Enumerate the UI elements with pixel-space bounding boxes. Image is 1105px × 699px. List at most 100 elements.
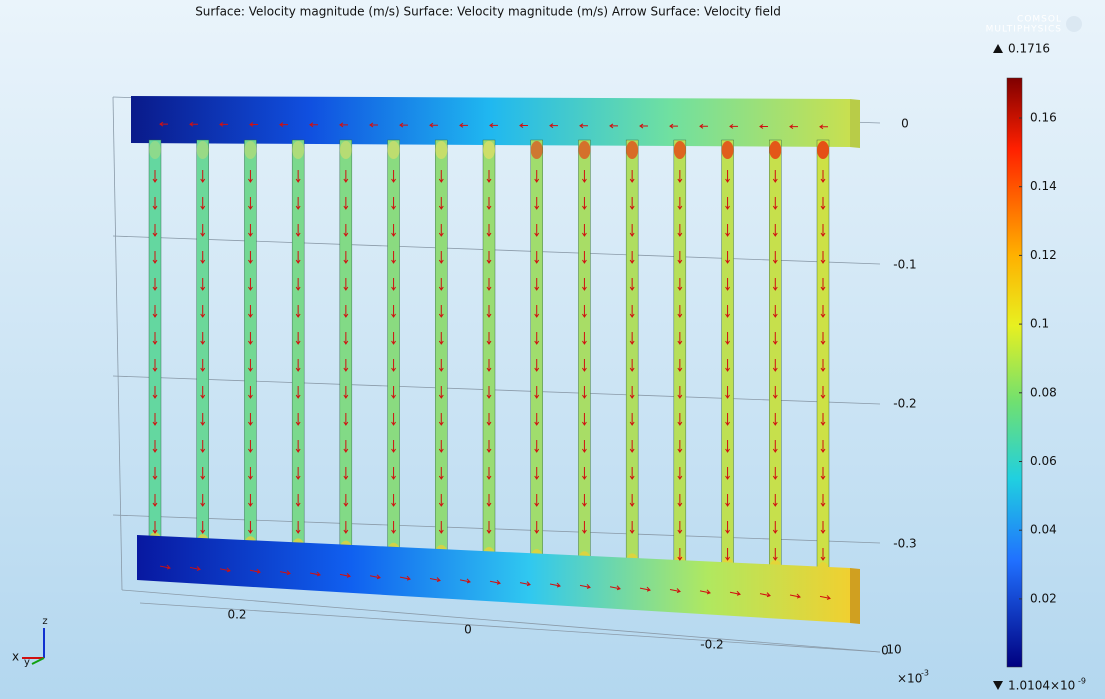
arrow: [677, 278, 683, 291]
arrow: [820, 359, 826, 372]
arrow: [582, 251, 587, 264]
arrow: [772, 413, 778, 426]
arrow: [629, 359, 635, 372]
arrow: [629, 224, 635, 237]
arrow: [582, 440, 587, 453]
arrow: [200, 305, 206, 318]
y-tick-label: 10: [886, 643, 901, 657]
arrow: [391, 305, 396, 318]
arrow: [725, 467, 730, 480]
pipe-inlet: [769, 141, 782, 159]
arrow: [629, 521, 635, 534]
arrow: [582, 224, 587, 237]
arrow: [369, 574, 381, 580]
arrow: [725, 548, 730, 561]
arrow: [629, 170, 635, 183]
arrow: [159, 564, 171, 570]
arrow: [438, 521, 444, 534]
arrow: [438, 332, 444, 345]
arrow: [295, 440, 301, 453]
arrow: [200, 170, 206, 183]
arrow: [279, 570, 291, 576]
z-tick-label: -0.1: [893, 258, 916, 272]
top-manifold: [131, 96, 850, 147]
arrow: [534, 197, 540, 210]
arrow: [729, 123, 738, 129]
arrow: [399, 122, 408, 128]
arrow: [534, 305, 540, 318]
arrow: [295, 494, 301, 507]
max-marker: [993, 44, 1003, 53]
arrow: [772, 305, 778, 318]
arrow: [343, 440, 349, 453]
axis-triad: [22, 628, 45, 665]
arrow: [820, 548, 826, 561]
x-tick-label: 0.2: [227, 608, 246, 622]
arrow: [725, 278, 730, 291]
arrow: [582, 278, 587, 291]
arrow: [391, 332, 396, 345]
arrow: [820, 494, 826, 507]
arrow: [438, 494, 444, 507]
arrow: [820, 413, 826, 426]
axis-scale: ×10: [897, 672, 922, 686]
arrow: [343, 413, 349, 426]
z-tick-label: 0: [901, 117, 909, 131]
arrow: [789, 124, 798, 130]
arrow: [789, 593, 801, 599]
arrow: [486, 197, 492, 210]
arrow: [438, 278, 444, 291]
arrow: [438, 467, 444, 480]
arrow: [189, 566, 201, 571]
arrow: [152, 413, 158, 426]
logo-text: COMSOL: [1017, 15, 1062, 25]
arrow: [725, 224, 730, 237]
arrow: [677, 494, 683, 507]
arrow: [248, 386, 253, 399]
arrow: [391, 251, 396, 264]
arrow: [486, 359, 492, 372]
arrow: [772, 494, 778, 507]
arrow: [486, 494, 492, 507]
arrow: [489, 123, 498, 128]
arrow: [725, 332, 730, 345]
arrow: [677, 548, 683, 561]
arrow: [248, 197, 253, 210]
arrow: [534, 359, 540, 372]
arrow: [459, 578, 471, 584]
arrow: [343, 332, 349, 345]
arrow: [343, 224, 349, 237]
velocity-arrows: [152, 121, 831, 600]
arrow: [200, 440, 206, 453]
arrow: [438, 197, 444, 210]
arrow: [772, 170, 778, 183]
arrow: [486, 332, 492, 345]
colorbar-min: 1.0104×10: [1008, 679, 1075, 693]
arrow: [820, 521, 826, 534]
arrow: [152, 467, 158, 480]
arrow: [677, 251, 683, 264]
arrow: [200, 278, 206, 291]
arrow: [772, 548, 778, 561]
min-marker: [993, 681, 1003, 690]
arrow: [391, 386, 396, 399]
colorbar-min-exponent: -9: [1078, 677, 1086, 686]
arrow: [152, 170, 158, 183]
triad-label: z: [42, 616, 47, 627]
arrow: [629, 305, 635, 318]
arrow: [639, 586, 651, 592]
arrow: [534, 224, 540, 237]
arrow: [429, 122, 438, 128]
arrow: [699, 123, 708, 129]
arrow: [438, 224, 444, 237]
arrow: [152, 278, 158, 291]
bottom-manifold-end: [850, 568, 860, 624]
arrow: [152, 197, 158, 210]
arrow: [248, 521, 253, 534]
arrow: [677, 170, 683, 183]
arrow: [725, 386, 730, 399]
arrow: [295, 251, 301, 264]
arrow: [343, 467, 349, 480]
pipe-inlet: [387, 141, 400, 159]
